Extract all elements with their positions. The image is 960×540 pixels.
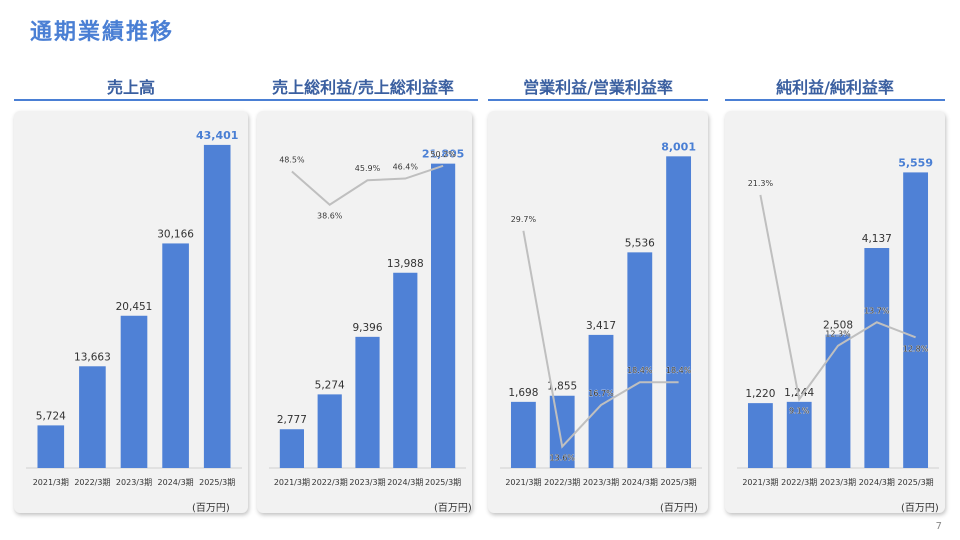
x-tick-label: 2021/3期 — [742, 478, 778, 487]
bar — [666, 156, 692, 469]
bar — [355, 336, 380, 468]
panel-title-operating-profit: 営業利益/営業利益率 — [523, 78, 673, 97]
bar — [864, 248, 890, 468]
bar — [825, 334, 851, 468]
x-tick-label: 2024/3期 — [387, 478, 423, 487]
bar — [203, 144, 231, 468]
bar-value-label: 2,508 — [823, 320, 853, 332]
bar — [37, 425, 65, 468]
rate-value-label: 18.4% — [666, 366, 692, 375]
bar-value-label: 5,536 — [625, 237, 655, 249]
page-title: 通期業績推移 — [30, 20, 175, 45]
bar-value-label: 1,698 — [508, 387, 538, 399]
panel-title-gross-profit: 売上総利益/売上総利益率 — [272, 78, 454, 97]
chart-card-sales: 5,724 2021/3期 13,663 2022/3期 20,451 2023/3期 30… — [14, 111, 248, 513]
panel-divider — [725, 99, 945, 101]
panel-title-net-profit: 純利益/純利益率 — [776, 78, 894, 97]
rate-line — [291, 164, 444, 206]
bar — [786, 401, 812, 468]
unit-label: (百万円) — [192, 503, 230, 514]
x-tick-label: 2025/3期 — [661, 478, 697, 487]
bar — [79, 366, 106, 468]
rate-value-label: 9.1% — [789, 406, 810, 415]
sales-chart: 5,724 2021/3期 13,663 2022/3期 20,451 2023/3期 30… — [26, 129, 242, 487]
bar — [549, 395, 575, 468]
bar — [588, 334, 614, 468]
bar-value-label: 5,274 — [315, 379, 345, 391]
rate-value-label: 29.7% — [511, 215, 537, 224]
bar-value-label: 13,663 — [74, 351, 111, 363]
rate-value-label: 13.7% — [864, 306, 890, 315]
bar — [120, 315, 148, 468]
rate-value-label: 45.9% — [355, 164, 381, 173]
rate-value-label: 38.6% — [317, 212, 343, 221]
x-tick-label: 2021/3期 — [505, 478, 541, 487]
x-tick-label: 2025/3期 — [898, 478, 934, 487]
bar-value-label: 20,451 — [116, 301, 153, 313]
operating-profit-chart: 1,698 2021/3期 1,855 2022/3期 3,417 2023/3期 5,53… — [500, 140, 702, 487]
rate-value-label: 13.6% — [549, 454, 575, 463]
bar — [903, 172, 929, 468]
bar-value-label: 1,855 — [547, 381, 577, 393]
rate-value-label: 12.3% — [825, 330, 851, 339]
bar-value-label: 13,988 — [387, 258, 424, 270]
bar-value-label: 5,559 — [898, 156, 933, 169]
rate-value-label: 16.7% — [588, 389, 614, 398]
bar-value-label: 5,724 — [36, 410, 66, 422]
chart-card-gross-profit: 2,777 2021/3期 5,274 2022/3期 9,396 2023/3期 13,9… — [257, 111, 472, 513]
x-tick-label: 2022/3期 — [544, 478, 580, 487]
unit-label: (百万円) — [434, 503, 472, 514]
x-tick-label: 2022/3期 — [312, 478, 348, 487]
bar — [279, 429, 304, 468]
x-tick-label: 2021/3期 — [274, 478, 310, 487]
unit-label: (百万円) — [901, 503, 939, 514]
bar — [431, 163, 456, 468]
bar — [510, 401, 536, 468]
bar-value-label: 3,417 — [586, 320, 616, 332]
x-tick-label: 2022/3期 — [74, 478, 110, 487]
rate-value-label: 46.4% — [393, 163, 419, 172]
x-tick-label: 2023/3期 — [583, 478, 619, 487]
bar-value-label: 8,001 — [661, 140, 696, 153]
panel-divider — [488, 99, 708, 101]
unit-label: (百万円) — [660, 503, 698, 514]
bar-value-label: 43,401 — [196, 129, 238, 142]
x-tick-label: 2024/3期 — [158, 478, 194, 487]
gross-profit-chart: 2,777 2021/3期 5,274 2022/3期 9,396 2023/3期 13,9… — [269, 148, 466, 487]
bar-value-label: 30,166 — [157, 228, 194, 240]
net-profit-chart: 1,2202021/3期1,2442022/3期2,5082023/3期4,13… — [737, 156, 939, 487]
x-tick-label: 2023/3期 — [820, 478, 856, 487]
x-tick-label: 2022/3期 — [781, 478, 817, 487]
rate-value-label: 21.3% — [748, 179, 774, 188]
bar — [317, 394, 342, 468]
x-tick-label: 2021/3期 — [33, 478, 69, 487]
x-tick-label: 2023/3期 — [116, 478, 152, 487]
bar — [162, 243, 189, 468]
panel-divider — [248, 99, 478, 101]
bar-value-label: 1,220 — [745, 388, 775, 400]
chart-card-operating-profit: 1,698 2021/3期 1,855 2022/3期 3,417 2023/3期 5,53… — [488, 111, 708, 513]
panel-divider — [14, 99, 248, 101]
chart-card-net-profit: 1,220 2021/3期 1,244 2022/3期 2,508 2023/3期 4,13… — [725, 111, 945, 513]
bar-value-label: 9,396 — [352, 322, 382, 334]
page-number: 7 — [935, 521, 942, 532]
bar — [747, 403, 773, 468]
x-tick-label: 2023/3期 — [349, 478, 385, 487]
rate-value-label: 48.5% — [279, 156, 305, 165]
rate-value-label: 18.4% — [627, 366, 653, 375]
rate-value-label: 50.2% — [430, 150, 456, 159]
rate-line — [759, 194, 916, 402]
bar-value-label: 4,137 — [862, 233, 892, 245]
x-tick-label: 2025/3期 — [199, 478, 235, 487]
bar-value-label: 2,777 — [277, 414, 307, 426]
x-tick-label: 2024/3期 — [859, 478, 895, 487]
bar-value-label: 21,805 — [422, 148, 464, 161]
x-tick-label: 2025/3期 — [425, 478, 461, 487]
rate-line — [522, 230, 679, 449]
rate-value-label: 12.8% — [903, 344, 929, 353]
bar — [627, 252, 653, 468]
x-tick-label: 2024/3期 — [622, 478, 658, 487]
panel-title-sales: 売上高 — [106, 78, 155, 97]
bar — [393, 272, 418, 468]
